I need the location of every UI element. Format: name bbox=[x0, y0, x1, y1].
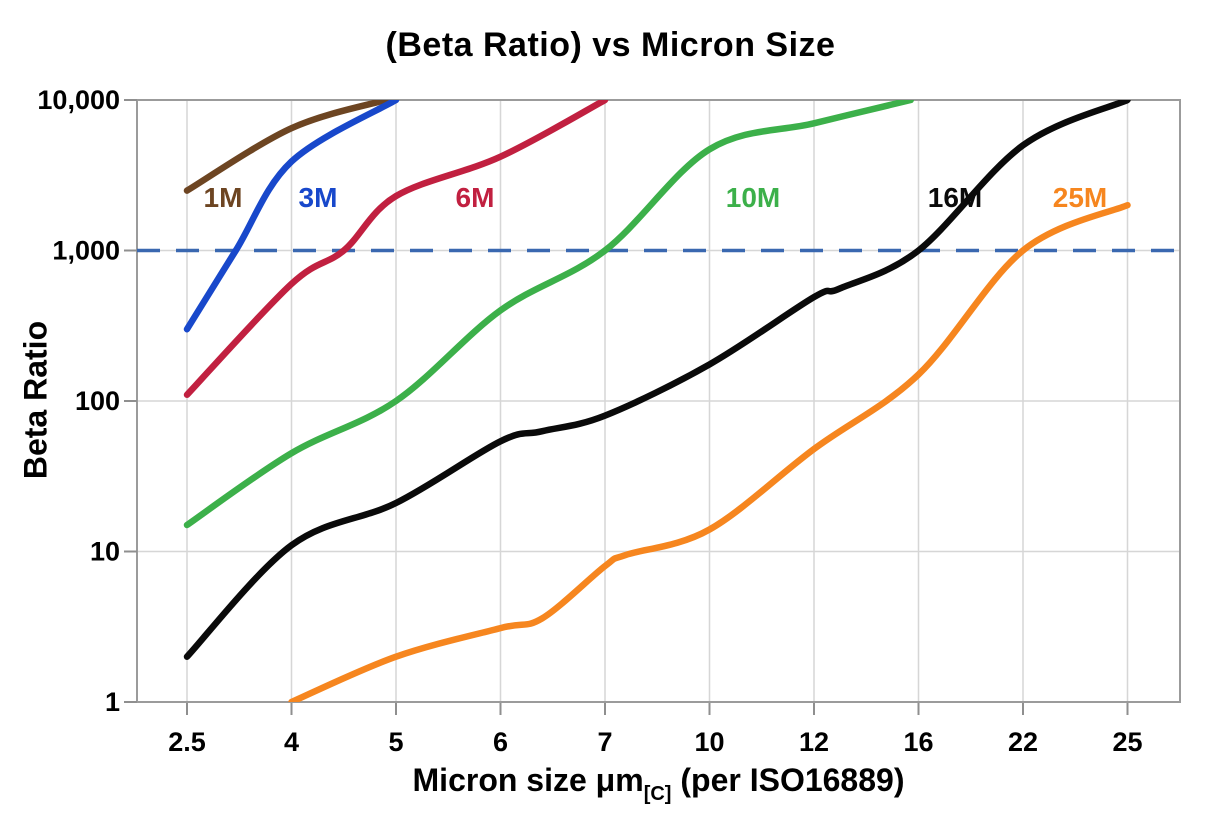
series-path-25M bbox=[288, 201, 1131, 702]
series-label-25M: 25M bbox=[1053, 182, 1107, 213]
series-curves bbox=[183, 100, 1131, 702]
x-axis-title-subscript: [C] bbox=[643, 783, 672, 805]
series-label-6M: 6M bbox=[456, 182, 495, 213]
series-path-16M bbox=[183, 100, 1131, 660]
y-tick-label-1: 1 bbox=[105, 687, 120, 717]
x-tick-label-25: 25 bbox=[1112, 727, 1142, 757]
series-label-16M: 16M bbox=[928, 182, 982, 213]
x-tick-label-2.5: 2.5 bbox=[168, 727, 206, 757]
x-tick-label-16: 16 bbox=[903, 727, 933, 757]
series-path-1M bbox=[183, 100, 389, 194]
x-tick-label-12: 12 bbox=[799, 727, 829, 757]
y-tick-label-1000: 1,000 bbox=[52, 236, 120, 266]
x-tick-label-6: 6 bbox=[493, 727, 508, 757]
y-axis-title: Beta Ratio bbox=[17, 320, 54, 480]
x-axis-title-suffix: (per ISO16889) bbox=[671, 762, 905, 798]
x-tick-label-22: 22 bbox=[1008, 727, 1038, 757]
x-tick-label-7: 7 bbox=[597, 727, 612, 757]
x-tick-label-10: 10 bbox=[694, 727, 724, 757]
y-tick-label-10: 10 bbox=[90, 537, 120, 567]
series-label-10M: 10M bbox=[726, 182, 780, 213]
series-label-1M: 1M bbox=[204, 182, 243, 213]
gridlines bbox=[137, 100, 1180, 702]
tick-marks bbox=[124, 99, 1129, 715]
series-path-3M bbox=[183, 100, 400, 333]
chart-title: (Beta Ratio) vs Micron Size bbox=[385, 26, 836, 64]
series-label-3M: 3M bbox=[299, 182, 338, 213]
x-axis-title: Micron size μm[C] (per ISO16889) bbox=[137, 762, 1180, 806]
y-tick-label-100: 100 bbox=[75, 386, 120, 416]
x-axis-title-main: Micron size μm bbox=[412, 762, 644, 798]
x-tick-label-4: 4 bbox=[284, 727, 299, 757]
y-tick-label-10000: 10,000 bbox=[37, 85, 120, 115]
series-path-6M bbox=[183, 100, 609, 399]
x-tick-label-5: 5 bbox=[388, 727, 403, 757]
series-path-10M bbox=[183, 100, 914, 529]
